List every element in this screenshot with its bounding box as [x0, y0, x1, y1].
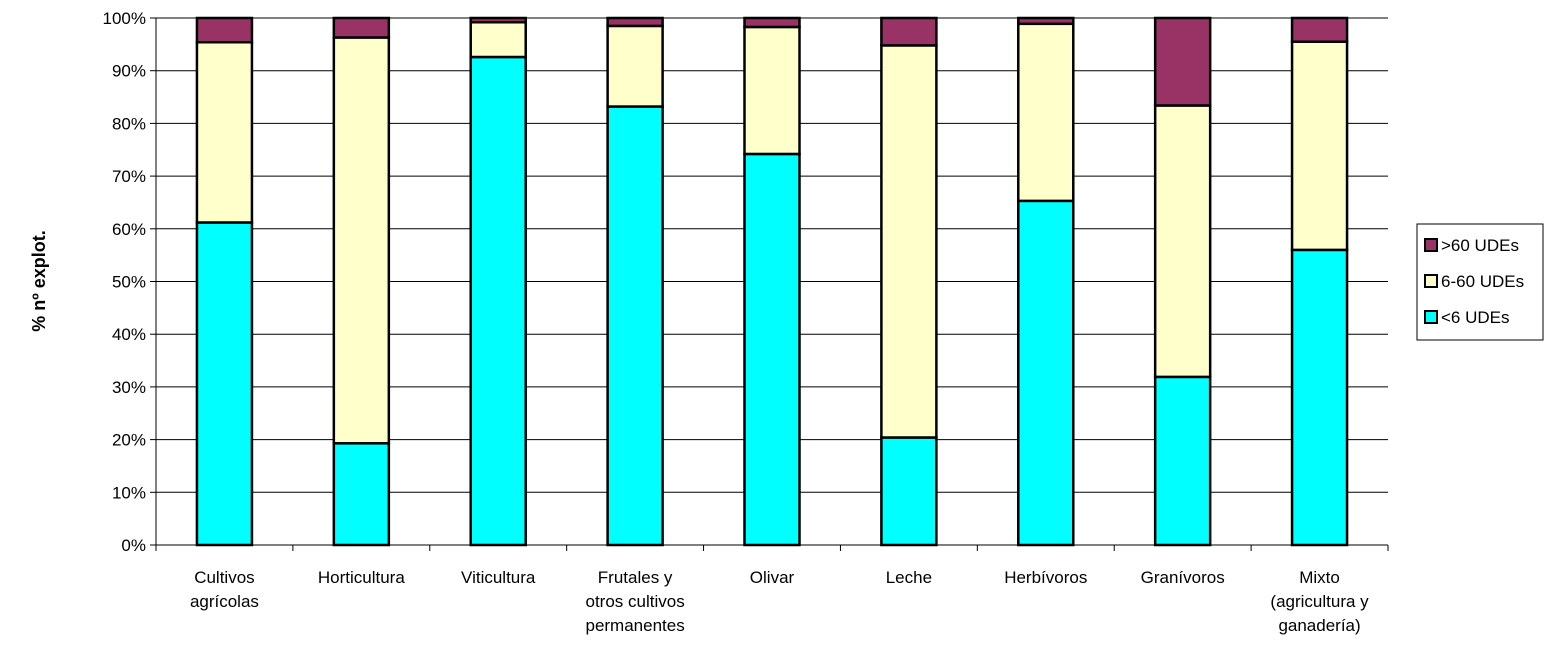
x-tick-label: Herbívoros [1004, 568, 1087, 587]
y-tick-label: 10% [112, 483, 146, 502]
bar-segment-6-60-udes [195, 40, 254, 224]
y-tick-label: 90% [112, 62, 146, 81]
bar-segment-6-udes [1017, 199, 1075, 547]
legend-swatch [1424, 238, 1438, 252]
bar-segment-6-udes [195, 221, 254, 547]
axes [150, 17, 1389, 551]
bar-segment-6-60-udes [1017, 22, 1075, 203]
y-tick-label: 60% [112, 220, 146, 239]
bar-segment-6-udes [606, 105, 664, 547]
y-tick-label: 20% [112, 431, 146, 450]
x-tick-label: Olivar [750, 568, 795, 587]
x-tick-label: Leche [886, 568, 932, 587]
y-tick-label: 70% [112, 167, 146, 186]
bar-segment-60-udes [743, 16, 801, 29]
legend-swatch [1424, 310, 1438, 324]
y-axis-label: % nº explot. [29, 230, 49, 332]
bar-segment-6-udes [880, 436, 938, 547]
bar-segment-60-udes [1153, 16, 1212, 107]
x-tick-labels: Cultivos agrícolas Horticultura Viticultura… [190, 568, 1369, 635]
bars [195, 16, 1349, 547]
legend-label: >60 UDEs [1441, 236, 1519, 255]
bar-segment-6-udes [1153, 375, 1212, 547]
legend-label: <6 UDEs [1441, 308, 1510, 327]
y-tick-label: 30% [112, 378, 146, 397]
bar-segment-6-60-udes [606, 24, 664, 108]
y-tick-labels: 0% 10% 20% 30% 40% 50% 60% 70% 80% 90% 100% [103, 9, 146, 555]
bar-segment-6-udes [743, 152, 801, 547]
bar-segment-60-udes [1017, 16, 1075, 26]
bar-segment-6-60-udes [880, 44, 938, 439]
bar-segment-60-udes [469, 16, 527, 24]
bar-segment-6-udes [1290, 248, 1349, 547]
bar-segment-6-60-udes [1290, 40, 1349, 252]
legend-label: 6-60 UDEs [1441, 272, 1524, 291]
bar-segment-60-udes [1290, 16, 1349, 43]
y-tick-label: 80% [112, 114, 146, 133]
bar-segment-60-udes [606, 16, 664, 28]
bar-segment-6-60-udes [1153, 104, 1212, 379]
legend: >60 UDEs 6-60 UDEs <6 UDEs [1416, 223, 1544, 341]
bar-segment-60-udes [880, 16, 938, 47]
bar-segment-60-udes [332, 16, 391, 39]
bar-segment-6-60-udes [743, 25, 801, 156]
y-tick-label: 50% [112, 273, 146, 292]
bar-segment-6-udes [332, 442, 391, 547]
x-tick-label: Cultivos agrícolas [190, 568, 259, 611]
x-tick-label: Frutales y otros cultivos permanentes [585, 568, 684, 635]
x-tick-label: Horticultura [318, 568, 405, 587]
x-tick-label: Viticultura [461, 568, 536, 587]
y-tick-label: 100% [103, 9, 146, 28]
bar-segment-60-udes [195, 16, 254, 44]
y-tick-label: 40% [112, 325, 146, 344]
y-tick-label: 0% [121, 536, 146, 555]
bar-segment-6-udes [469, 55, 527, 547]
x-tick-label: Granívoros [1141, 568, 1225, 587]
legend-swatch [1424, 274, 1438, 288]
bar-segment-6-60-udes [469, 20, 527, 59]
bar-segment-6-60-udes [332, 36, 391, 445]
x-tick-label: Mixto (agricultura y ganadería) [1270, 568, 1369, 635]
